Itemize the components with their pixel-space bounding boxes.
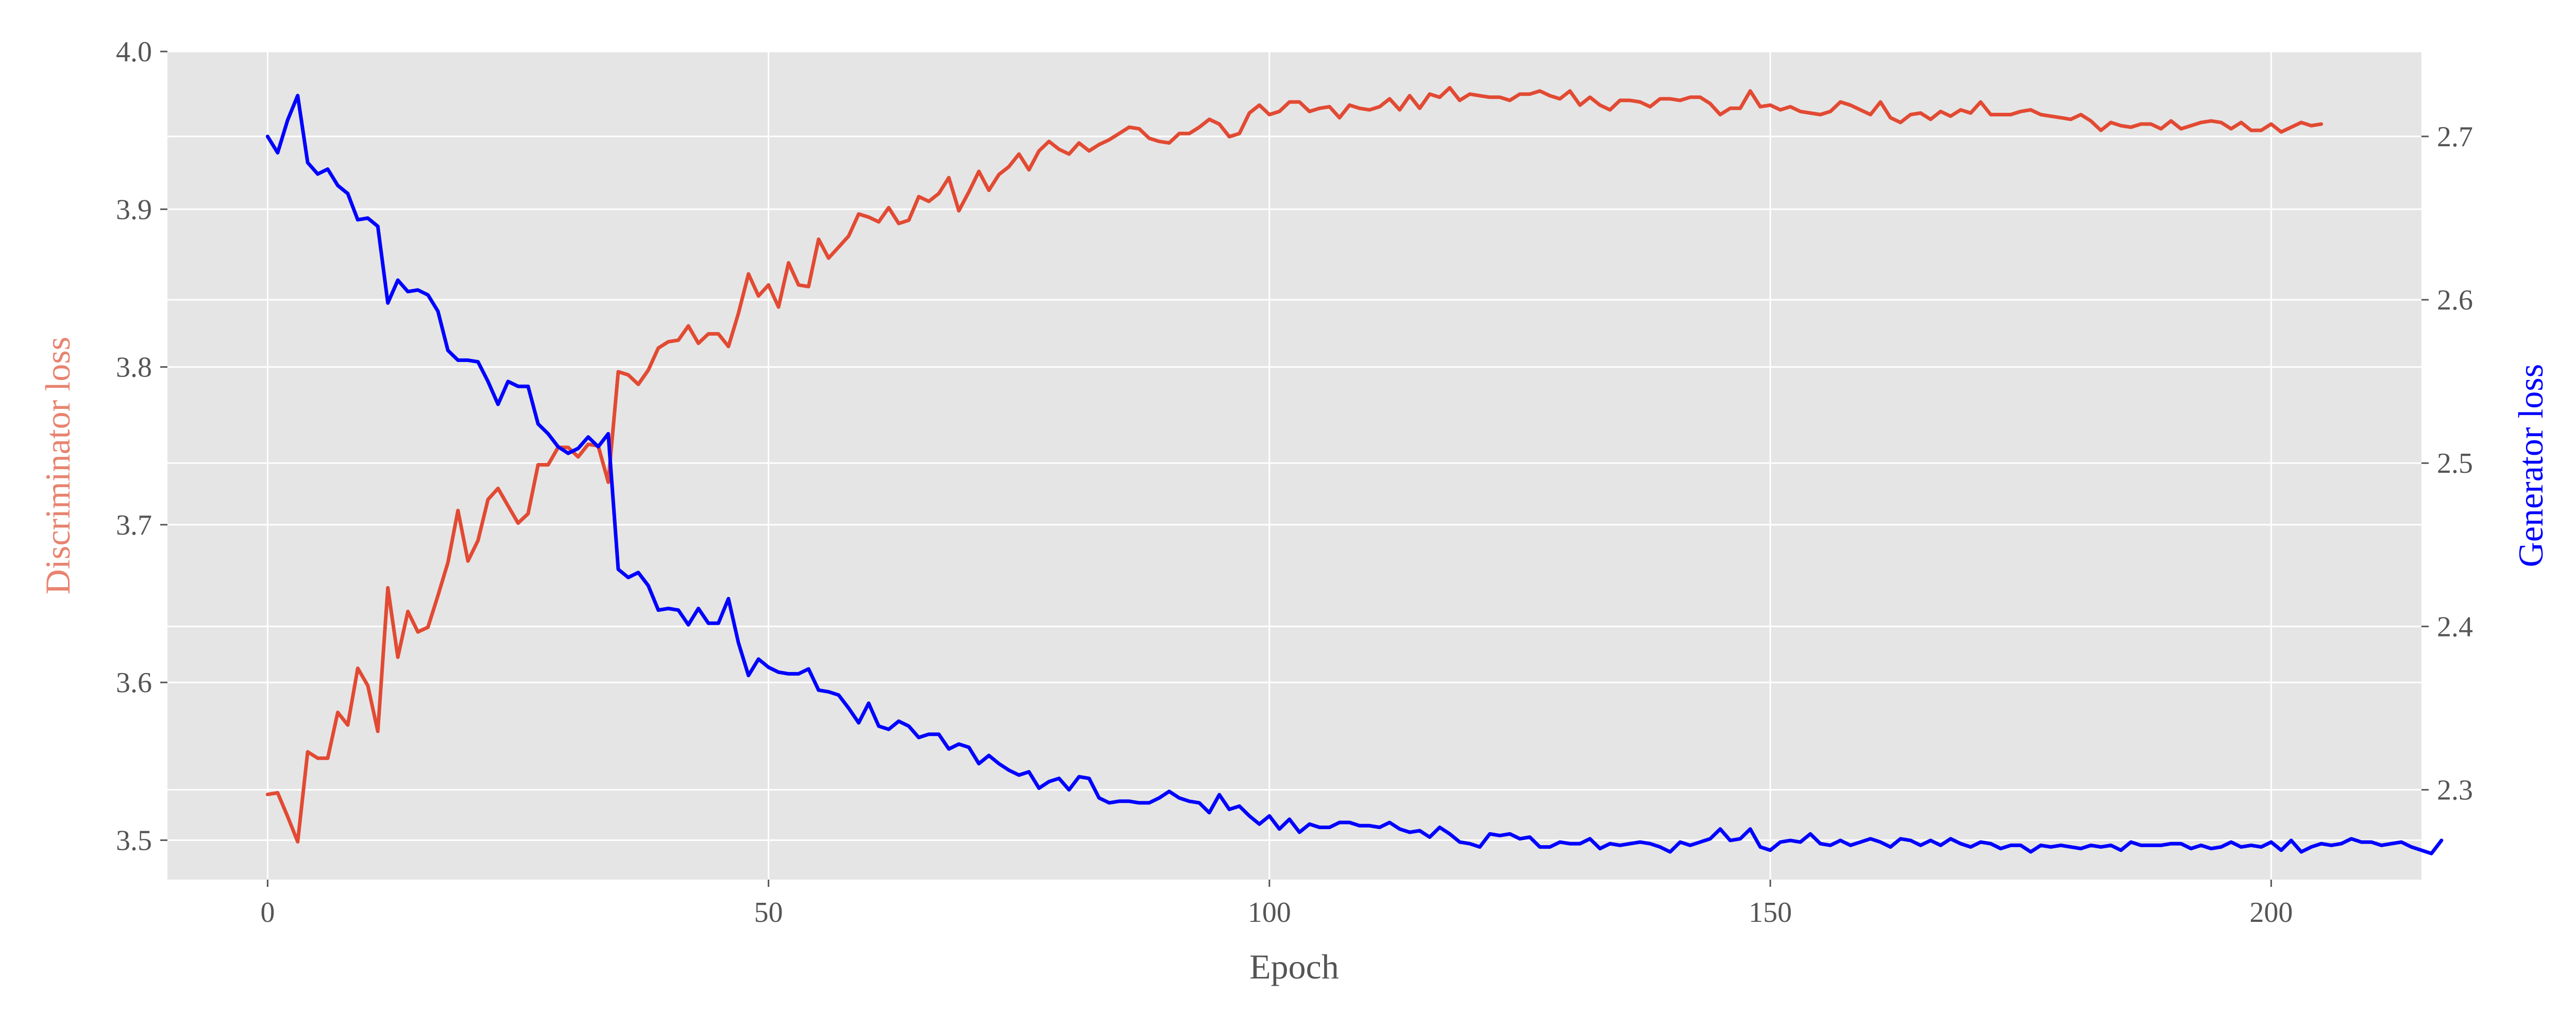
y-right-tick-label: 2.5 xyxy=(2437,448,2473,479)
y-right-tick-label: 2.7 xyxy=(2437,121,2473,153)
x-axis-label: Epoch xyxy=(1249,947,1339,986)
left-y-axis-label: Discriminator loss xyxy=(38,337,77,595)
right-y-axis-ticks: 2.3 2.4 2.5 2.6 2.7 xyxy=(2421,121,2473,806)
series-layer xyxy=(265,85,2444,855)
y-left-tick-label: 3.9 xyxy=(116,194,152,226)
x-tick-label: 100 xyxy=(1248,897,1291,929)
x-tick-label: 50 xyxy=(754,897,783,929)
y-left-tick-label: 3.6 xyxy=(116,667,152,699)
y-left-tick-label: 3.5 xyxy=(116,825,152,856)
x-tick-label: 0 xyxy=(260,897,275,929)
y-left-tick-label: 4.0 xyxy=(116,36,152,68)
plot-area xyxy=(167,52,2421,880)
grid-lines xyxy=(167,50,2421,880)
left-y-axis-ticks: 3.5 3.6 3.7 3.8 3.9 4.0 xyxy=(116,36,167,856)
generator-loss-line xyxy=(265,94,2444,855)
y-left-tick-label: 3.7 xyxy=(116,509,152,541)
y-left-tick-label: 3.8 xyxy=(116,352,152,384)
right-y-axis-label: Generator loss xyxy=(2511,364,2550,568)
y-right-tick-label: 2.3 xyxy=(2437,775,2473,806)
x-axis-ticks: 0 50 100 150 200 xyxy=(260,880,2293,929)
y-right-tick-label: 2.6 xyxy=(2437,284,2473,316)
y-right-tick-label: 2.4 xyxy=(2437,611,2473,643)
x-tick-label: 150 xyxy=(1749,897,1792,929)
x-tick-label: 200 xyxy=(2249,897,2293,929)
